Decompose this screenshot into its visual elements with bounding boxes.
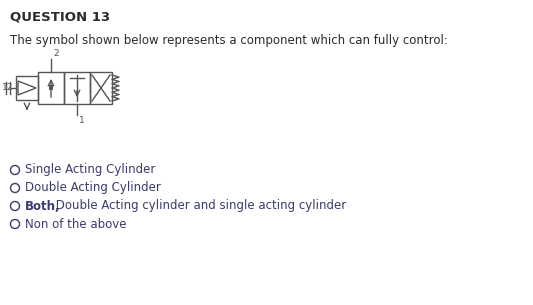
Text: The symbol shown below represents a component which can fully control:: The symbol shown below represents a comp…: [10, 34, 448, 47]
Bar: [38, 72, 64, 104]
Bar: [49, 85, 53, 90]
Text: Double Acting Cylinder: Double Acting Cylinder: [25, 181, 161, 195]
Text: 12: 12: [2, 84, 13, 92]
Text: 1: 1: [79, 116, 85, 125]
Text: 2: 2: [53, 49, 59, 58]
Bar: [16, 76, 38, 100]
Text: QUESTION 13: QUESTION 13: [10, 10, 110, 23]
Text: Single Acting Cylinder: Single Acting Cylinder: [25, 163, 156, 177]
Bar: [90, 72, 112, 104]
Bar: [64, 72, 90, 104]
Text: Non of the above: Non of the above: [25, 217, 126, 231]
Text: Double Acting cylinder and single acting cylinder: Double Acting cylinder and single acting…: [52, 199, 346, 213]
Text: Both,: Both,: [25, 199, 61, 213]
